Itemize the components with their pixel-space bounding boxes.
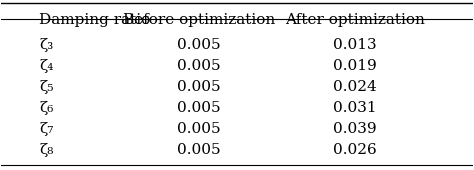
Text: 0.005: 0.005 <box>177 59 221 73</box>
Text: 0.005: 0.005 <box>177 101 221 115</box>
Text: ζ₆: ζ₆ <box>39 101 54 115</box>
Text: 0.005: 0.005 <box>177 80 221 94</box>
Text: 0.039: 0.039 <box>333 122 377 136</box>
Text: 0.005: 0.005 <box>177 143 221 157</box>
Text: 0.026: 0.026 <box>333 143 377 157</box>
Text: ζ₇: ζ₇ <box>39 122 54 136</box>
Text: 0.019: 0.019 <box>333 59 377 73</box>
Text: 0.005: 0.005 <box>177 122 221 136</box>
Text: ζ₃: ζ₃ <box>39 38 54 52</box>
Text: After optimization: After optimization <box>285 13 425 27</box>
Text: 0.031: 0.031 <box>333 101 377 115</box>
Text: ζ₄: ζ₄ <box>39 59 54 73</box>
Text: Damping ratio: Damping ratio <box>39 13 150 27</box>
Text: Before optimization: Before optimization <box>123 13 275 27</box>
Text: ζ₈: ζ₈ <box>39 143 54 157</box>
Text: 0.013: 0.013 <box>333 38 377 52</box>
Text: 0.005: 0.005 <box>177 38 221 52</box>
Text: ζ₅: ζ₅ <box>39 80 54 94</box>
Text: 0.024: 0.024 <box>333 80 377 94</box>
